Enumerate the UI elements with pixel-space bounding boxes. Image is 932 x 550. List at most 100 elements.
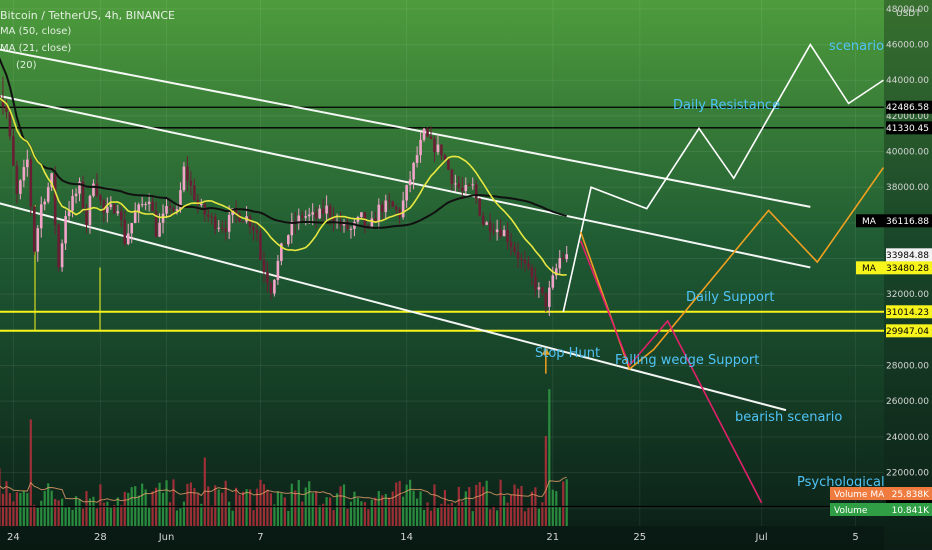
- candle-body: [140, 204, 144, 206]
- volume-bar: [266, 489, 269, 526]
- volume-bar: [450, 502, 453, 526]
- candle-body: [220, 227, 224, 229]
- volume-bar: [228, 501, 231, 526]
- volume-bar: [374, 497, 377, 526]
- volume-bar: [356, 497, 360, 526]
- volume-bar: [245, 489, 248, 526]
- volume-bar: [461, 501, 464, 526]
- volume-bar: [255, 488, 259, 526]
- volume-bar: [377, 491, 380, 526]
- scenario-lines: [562, 43, 884, 504]
- volume-bar: [165, 480, 168, 526]
- price-tick-label: 44000.00: [886, 76, 929, 86]
- price-label-box: [886, 100, 932, 114]
- volume-bar: [381, 495, 384, 526]
- candle-body: [224, 228, 227, 232]
- volume-bar: [5, 481, 8, 526]
- candle-body: [137, 204, 140, 213]
- volume-bar: [328, 497, 332, 526]
- candle-body: [474, 184, 478, 199]
- candle-body: [450, 169, 454, 184]
- candle-body: [196, 199, 200, 206]
- volume-bar: [241, 491, 245, 526]
- volume-bar: [40, 500, 43, 526]
- candle-body: [502, 230, 506, 237]
- candle-body: [311, 212, 314, 215]
- candle-body: [408, 179, 412, 186]
- candle-body: [520, 258, 523, 260]
- time-tick-label: Jun: [158, 532, 175, 543]
- symbol-title[interactable]: Bitcoin / TetherUS, 4h, BINANCE: [0, 9, 176, 22]
- candle-body: [147, 201, 151, 205]
- volume-bar: [478, 482, 481, 526]
- volume-bar: [262, 484, 266, 526]
- price-tick-label: 40000.00: [886, 148, 929, 158]
- volume-bar: [367, 509, 370, 526]
- volume-bar: [137, 495, 140, 526]
- volume-bar: [301, 501, 304, 526]
- candle-body: [509, 241, 513, 247]
- volume-bar: [179, 508, 182, 526]
- volume-bar: [127, 492, 130, 526]
- candle-body: [5, 106, 8, 112]
- price-axis[interactable]: 20000.0022000.0024000.0026000.0028000.00…: [884, 0, 932, 550]
- candle-body: [506, 230, 509, 242]
- ma-tag-box: [856, 261, 886, 275]
- volume-bar: [516, 488, 520, 526]
- volume-bar: [464, 491, 467, 526]
- candle-body: [46, 187, 50, 202]
- volume-bar: [172, 479, 175, 526]
- candle-body: [394, 206, 398, 210]
- volume-bar: [558, 506, 561, 526]
- candle-body: [22, 167, 26, 181]
- volume-bar: [499, 479, 502, 526]
- price-tick-label: 38000.00: [886, 183, 929, 193]
- stop-hunt-arrowhead: [541, 347, 550, 355]
- candle-body: [26, 159, 29, 168]
- ma-50-line: [0, 57, 567, 230]
- legend-ma50[interactable]: MA (50, close): [0, 26, 72, 37]
- volume-bar: [26, 493, 29, 526]
- volume-bar: [297, 479, 300, 526]
- candle-body: [467, 185, 471, 187]
- volume-bar: [405, 484, 408, 526]
- volume-bar: [148, 507, 151, 526]
- legend-indicator[interactable]: (20): [16, 60, 37, 71]
- candle-body: [53, 173, 57, 225]
- volume-bar: [109, 507, 112, 526]
- candle-body: [213, 216, 217, 229]
- price-label-box: [886, 214, 932, 228]
- middle-channel: [0, 95, 811, 269]
- time-tick-label: 21: [546, 532, 559, 543]
- volume-bar: [88, 498, 92, 526]
- volume-bar: [360, 501, 363, 526]
- time-axis[interactable]: 2428Jun7142125Jul512: [0, 526, 932, 550]
- candle-body: [516, 251, 520, 259]
- candle-body: [554, 268, 558, 276]
- candle-body: [67, 210, 71, 217]
- legend-ma21[interactable]: MA (21, close): [0, 43, 72, 54]
- time-tick-label: 25: [633, 532, 646, 543]
- candle-body: [60, 243, 64, 268]
- volume-bar: [259, 479, 262, 526]
- annotation-scenario: scenario: [829, 39, 884, 54]
- candle-body: [151, 201, 154, 212]
- candle-body: [29, 159, 33, 207]
- candle-body: [266, 272, 269, 284]
- time-tick-label: 28: [94, 532, 107, 543]
- volume-bar: [196, 493, 199, 526]
- volume-bar: [489, 509, 492, 526]
- candle-body: [123, 219, 127, 244]
- volume-bar: [141, 483, 144, 526]
- volume-bar: [332, 510, 335, 526]
- ma-tag-text: MA: [862, 264, 877, 274]
- price-tick-label: 32000.00: [886, 290, 929, 300]
- volume-bar: [419, 491, 422, 526]
- candle-body: [287, 235, 290, 245]
- volume-bar: [429, 510, 433, 526]
- candle-body: [186, 166, 189, 181]
- volume-bar: [353, 491, 356, 526]
- candle-body: [332, 217, 335, 224]
- candle-body: [380, 204, 384, 213]
